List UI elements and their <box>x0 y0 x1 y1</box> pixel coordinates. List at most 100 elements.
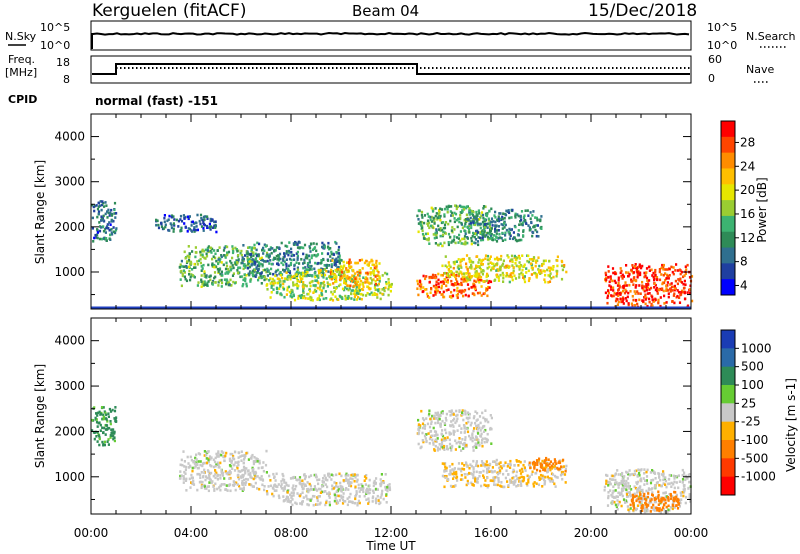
echo-cell <box>478 474 481 478</box>
echo-cell <box>347 478 350 482</box>
echo-cell <box>618 500 621 504</box>
echo-cell <box>661 497 664 500</box>
echo-cell <box>460 427 463 430</box>
echo-cell <box>650 302 653 306</box>
echo-cell <box>456 205 459 209</box>
echo-cell <box>294 240 297 244</box>
echo-cell <box>303 473 306 476</box>
echo-cell <box>441 293 444 296</box>
echo-cell <box>156 219 159 223</box>
echo-cell <box>669 506 673 509</box>
echo-cell <box>334 280 337 284</box>
echo-cell <box>350 289 353 292</box>
echo-cell <box>631 493 634 497</box>
echo-cell <box>266 259 269 263</box>
echo-cell <box>98 436 101 439</box>
echo-cell <box>528 228 531 232</box>
echo-cell <box>628 469 631 472</box>
echo-cell <box>539 269 542 272</box>
echo-cell <box>325 501 328 504</box>
echo-cell <box>434 276 437 280</box>
power-colorbar-swatch <box>721 200 735 217</box>
echo-cell <box>302 246 305 250</box>
echo-cell <box>202 475 205 478</box>
echo-cell <box>189 486 192 489</box>
echo-cell <box>658 268 661 271</box>
echo-cell <box>630 268 633 272</box>
echo-cell <box>626 505 629 508</box>
echo-cell <box>208 475 211 478</box>
echo-cell <box>674 287 677 290</box>
power-colorbar-swatch <box>721 121 735 138</box>
echo-cell <box>445 205 448 209</box>
echo-cell <box>622 275 625 278</box>
echo-cell <box>537 256 540 259</box>
echo-cell <box>426 292 429 296</box>
echo-cell <box>489 414 492 417</box>
echo-cell <box>614 299 618 303</box>
echo-cell <box>539 465 542 469</box>
echo-cell <box>475 464 478 467</box>
echo-cell <box>318 495 321 498</box>
echo-cell <box>465 205 469 208</box>
echo-cell <box>214 476 217 480</box>
echo-cell <box>473 293 476 297</box>
echo-cell <box>517 214 520 218</box>
echo-cell <box>199 253 202 257</box>
echo-cell <box>666 289 669 292</box>
echo-cell <box>439 227 442 230</box>
echo-cell <box>333 481 336 484</box>
echo-cell <box>296 243 299 246</box>
echo-cell <box>296 258 299 261</box>
echo-cell <box>456 289 459 293</box>
echo-cell <box>487 217 490 221</box>
echo-cell <box>261 258 264 262</box>
echo-cell <box>527 279 531 283</box>
echo-cell <box>485 289 488 292</box>
echo-cell <box>679 491 682 495</box>
echo-cell <box>441 264 444 268</box>
echo-cell <box>191 220 194 224</box>
echo-cell <box>646 292 649 295</box>
echo-cell <box>485 484 488 487</box>
echo-cell <box>233 457 236 461</box>
echo-cell <box>322 477 325 480</box>
echo-cell <box>562 465 566 468</box>
echo-cell <box>418 284 421 287</box>
echo-cell <box>468 224 471 227</box>
echo-cell <box>551 473 555 476</box>
echo-cell <box>528 464 532 467</box>
echo-cell <box>621 471 624 475</box>
echo-cell <box>624 482 627 485</box>
echo-cell <box>682 494 685 498</box>
echo-cell <box>456 266 459 269</box>
echo-cell <box>467 482 470 485</box>
echo-cell <box>254 275 257 278</box>
echo-cell <box>244 471 247 475</box>
echo-cell <box>249 471 252 475</box>
echo-cell <box>553 482 556 486</box>
echo-cell <box>468 211 471 214</box>
echo-cell <box>481 235 484 238</box>
echo-cell <box>277 494 280 498</box>
echo-cell <box>440 228 443 232</box>
echo-cell <box>481 263 484 266</box>
echo-cell <box>640 479 643 483</box>
echo-cell <box>367 502 370 505</box>
echo-cell <box>538 264 541 268</box>
echo-cell <box>240 450 243 453</box>
echo-cell <box>224 245 227 248</box>
echo-cell <box>334 295 337 298</box>
echo-cell <box>634 486 637 490</box>
echo-cell <box>494 210 497 214</box>
echo-cell <box>512 483 515 486</box>
echo-cell <box>211 218 214 222</box>
echo-cell <box>237 463 240 467</box>
echo-cell <box>325 266 328 269</box>
echo-cell <box>308 482 311 486</box>
echo-cell <box>477 279 480 283</box>
echo-cell <box>480 484 483 488</box>
echo-cell <box>496 262 499 265</box>
echo-cell <box>625 488 628 492</box>
echo-cell <box>96 440 99 443</box>
